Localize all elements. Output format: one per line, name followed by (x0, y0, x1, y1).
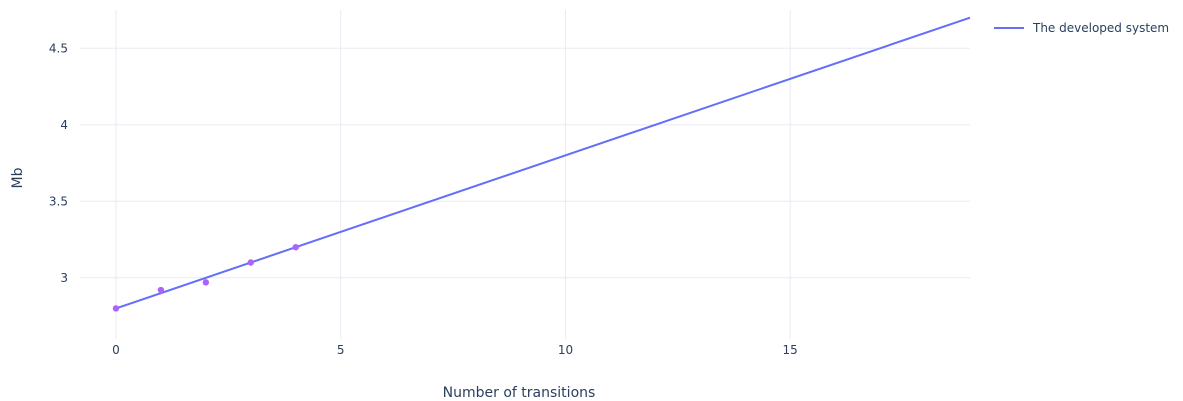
data-point-marker (292, 243, 299, 251)
y-tick-label: 3 (60, 271, 68, 285)
x-tick-label: 5 (337, 343, 345, 357)
y-tick-label: 3.5 (49, 194, 68, 208)
x-tick-label: 15 (783, 343, 798, 357)
y-axis-ticks: 3 3.5 4 4.5 (49, 41, 68, 285)
x-axis-title: Number of transitions (443, 385, 596, 401)
x-tick-label: 0 (112, 343, 120, 357)
x-axis-ticks: 0 5 10 15 (112, 343, 798, 357)
data-point-marker (157, 286, 165, 294)
y-tick-label: 4 (60, 118, 68, 132)
data-point-marker (247, 259, 255, 266)
x-tick-label: 10 (558, 343, 573, 357)
legend-label: The developed system (1032, 21, 1169, 35)
legend[interactable]: The developed system (994, 21, 1169, 35)
data-point-marker (202, 279, 210, 286)
series-line (115, 16, 971, 310)
plot-series (112, 16, 971, 312)
grid-lines (80, 10, 970, 339)
y-tick-label: 4.5 (49, 41, 68, 55)
data-point-marker (112, 305, 120, 312)
y-axis-title: Mb (10, 167, 26, 188)
